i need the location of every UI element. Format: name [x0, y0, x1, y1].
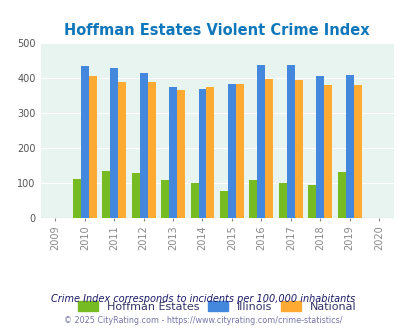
Bar [139, 73, 147, 218]
Bar [168, 87, 177, 218]
Bar [206, 86, 214, 218]
Bar [220, 191, 227, 218]
Bar [337, 172, 345, 218]
Text: Crime Index corresponds to incidents per 100,000 inhabitants: Crime Index corresponds to incidents per… [51, 294, 354, 304]
Bar [102, 171, 110, 218]
Bar [307, 184, 315, 218]
Bar [345, 75, 353, 218]
Bar [249, 180, 257, 218]
Bar [161, 180, 168, 218]
Bar [286, 65, 294, 218]
Bar [227, 84, 235, 218]
Text: © 2025 CityRating.com - https://www.cityrating.com/crime-statistics/: © 2025 CityRating.com - https://www.city… [64, 316, 341, 325]
Bar [324, 85, 331, 218]
Bar [257, 65, 265, 218]
Bar [89, 77, 96, 218]
Bar [131, 173, 139, 218]
Title: Hoffman Estates Violent Crime Index: Hoffman Estates Violent Crime Index [64, 22, 369, 38]
Bar [315, 77, 324, 218]
Bar [190, 183, 198, 218]
Bar [278, 183, 286, 218]
Bar [198, 89, 206, 218]
Bar [72, 179, 81, 218]
Bar [353, 85, 361, 218]
Bar [110, 68, 118, 218]
Bar [118, 82, 126, 218]
Bar [294, 80, 302, 218]
Bar [81, 66, 89, 218]
Bar [265, 79, 273, 218]
Legend: Hoffman Estates, Illinois, National: Hoffman Estates, Illinois, National [73, 297, 360, 316]
Bar [147, 82, 155, 218]
Bar [235, 84, 243, 218]
Bar [177, 90, 185, 218]
